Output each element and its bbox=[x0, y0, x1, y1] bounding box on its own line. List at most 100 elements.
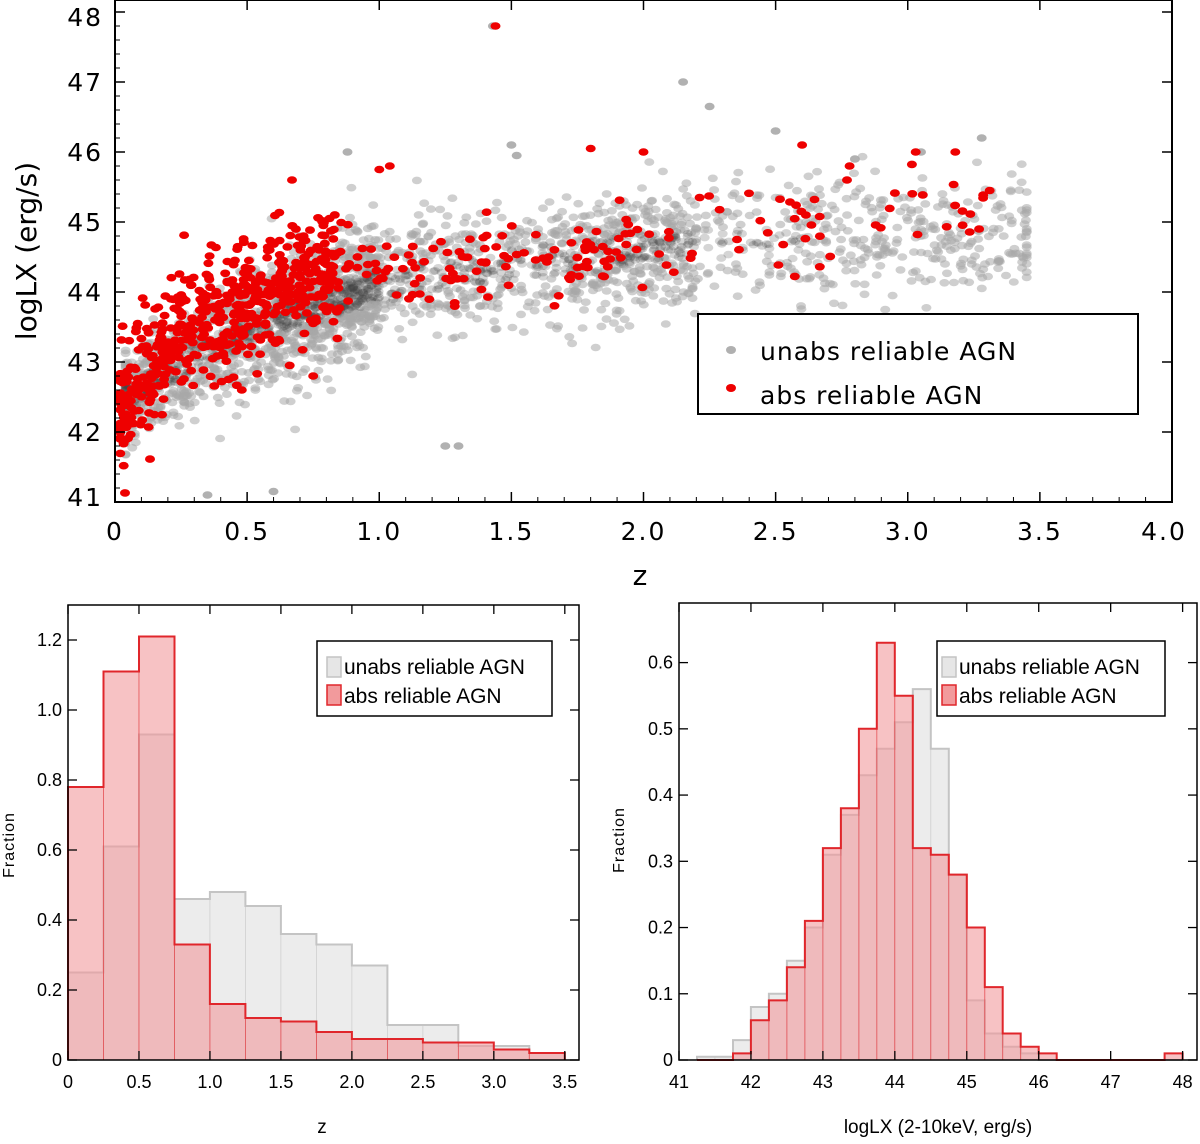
scatter-point-unabs bbox=[764, 240, 774, 249]
scatter-point-unabs bbox=[330, 291, 341, 299]
scatter-point-unabs bbox=[363, 290, 374, 298]
scatter-point-unabs bbox=[859, 280, 870, 289]
scatter-point-unabs bbox=[842, 227, 853, 235]
scatter-point-unabs bbox=[917, 174, 928, 182]
z-histogram-bar-abs bbox=[174, 944, 211, 1061]
scatter-point-unabs bbox=[504, 270, 515, 279]
scatter-point-abs bbox=[188, 381, 199, 390]
scatter-point-abs bbox=[491, 243, 502, 251]
scatter-point-abs bbox=[229, 318, 240, 327]
scatter-point-unabs bbox=[704, 102, 715, 111]
scatter-point-abs bbox=[553, 292, 564, 300]
scatter-point-unabs bbox=[687, 282, 698, 291]
z-histogram-legend-box bbox=[316, 640, 553, 717]
scatter-point-abs bbox=[704, 192, 715, 200]
scatter-point-unabs bbox=[1008, 278, 1019, 286]
scatter-point-unabs bbox=[648, 238, 659, 246]
scatter-legend-abs-marker bbox=[726, 384, 736, 392]
scatter-point-unabs bbox=[1021, 225, 1032, 233]
scatter-point-unabs bbox=[838, 256, 848, 265]
scatter-point-abs bbox=[187, 338, 198, 347]
scatter-point-unabs bbox=[621, 248, 632, 257]
scatter-point-unabs bbox=[723, 237, 734, 246]
scatter-point-unabs bbox=[351, 274, 362, 283]
scatter-point-unabs bbox=[1021, 249, 1032, 257]
scatter-point-abs bbox=[241, 314, 252, 323]
scatter-point-abs bbox=[844, 162, 855, 170]
scatter-point-unabs bbox=[853, 216, 864, 225]
scatter-point-unabs bbox=[313, 366, 324, 375]
scatter-x-tick-label: 2.0 bbox=[621, 517, 667, 546]
scatter-point-unabs bbox=[185, 403, 195, 412]
scatter-point-unabs bbox=[613, 218, 624, 226]
scatter-x-tick-label: 0.5 bbox=[224, 517, 270, 546]
scatter-point-abs bbox=[228, 373, 239, 382]
scatter-point-unabs bbox=[482, 269, 493, 278]
scatter-point-unabs bbox=[358, 236, 369, 244]
scatter-point-unabs bbox=[731, 177, 741, 186]
scatter-point-unabs bbox=[624, 322, 635, 330]
scatter-point-unabs bbox=[635, 269, 646, 278]
scatter-point-unabs bbox=[351, 286, 362, 294]
scatter-point-unabs bbox=[735, 220, 746, 229]
scatter-point-unabs bbox=[212, 393, 223, 402]
scatter-point-abs bbox=[210, 316, 220, 324]
scatter-point-abs bbox=[462, 253, 473, 261]
scatter-point-abs bbox=[228, 311, 239, 319]
scatter-point-unabs bbox=[446, 258, 457, 266]
scatter-point-abs bbox=[118, 398, 129, 407]
scatter-point-unabs bbox=[580, 298, 591, 307]
scatter-point-abs bbox=[176, 309, 187, 318]
scatter-point-abs bbox=[638, 148, 649, 156]
scatter-point-abs bbox=[172, 323, 183, 332]
scatter-point-unabs bbox=[488, 270, 499, 279]
scatter-point-abs bbox=[243, 256, 254, 265]
scatter-point-unabs bbox=[579, 306, 589, 314]
scatter-point-unabs bbox=[436, 268, 447, 277]
scatter-point-unabs bbox=[362, 285, 373, 293]
scatter-point-abs bbox=[260, 319, 271, 328]
lx-histogram-bar-abs bbox=[876, 642, 896, 1061]
scatter-point-abs bbox=[304, 270, 315, 278]
scatter-point-unabs bbox=[272, 317, 283, 326]
scatter-point-unabs bbox=[630, 256, 641, 264]
scatter-point-abs bbox=[274, 258, 284, 267]
scatter-point-unabs bbox=[796, 305, 807, 313]
z-histogram-x-tick-label: 3.0 bbox=[481, 1072, 506, 1092]
scatter-point-abs bbox=[383, 264, 394, 273]
scatter-point-unabs bbox=[814, 250, 825, 259]
scatter-point-unabs bbox=[611, 306, 622, 315]
scatter-point-abs bbox=[238, 235, 249, 243]
scatter-point-unabs bbox=[972, 158, 982, 167]
scatter-x-tick-label: 4.0 bbox=[1141, 517, 1187, 546]
scatter-point-abs bbox=[115, 434, 126, 442]
scatter-point-unabs bbox=[357, 294, 368, 303]
scatter-point-unabs bbox=[878, 211, 889, 220]
scatter-point-abs bbox=[572, 253, 583, 262]
scatter-point-abs bbox=[270, 211, 280, 220]
scatter-point-abs bbox=[237, 342, 247, 351]
scatter-point-unabs bbox=[345, 278, 356, 286]
scatter-point-abs bbox=[247, 241, 258, 250]
scatter-point-abs bbox=[141, 342, 152, 350]
z-histogram-y-tick-label: 0.8 bbox=[37, 770, 62, 790]
scatter-point-unabs bbox=[346, 332, 357, 341]
scatter-point-unabs bbox=[812, 167, 823, 176]
scatter-point-unabs bbox=[745, 238, 756, 247]
scatter-point-unabs bbox=[560, 265, 571, 273]
scatter-point-unabs bbox=[371, 283, 382, 292]
scatter-point-abs bbox=[319, 231, 330, 240]
scatter-point-unabs bbox=[794, 240, 805, 248]
scatter-point-unabs bbox=[915, 217, 926, 226]
scatter-point-unabs bbox=[433, 281, 444, 290]
scatter-point-unabs bbox=[845, 251, 856, 259]
scatter-point-abs bbox=[621, 215, 632, 224]
scatter-point-abs bbox=[506, 222, 517, 230]
scatter-point-abs bbox=[442, 248, 453, 257]
scatter-point-unabs bbox=[629, 253, 640, 262]
scatter-point-unabs bbox=[273, 316, 284, 325]
scatter-point-unabs bbox=[682, 232, 693, 241]
scatter-point-abs bbox=[276, 267, 287, 276]
lx-histogram-x-tick-label: 44 bbox=[885, 1072, 905, 1092]
scatter-point-unabs bbox=[390, 298, 401, 307]
